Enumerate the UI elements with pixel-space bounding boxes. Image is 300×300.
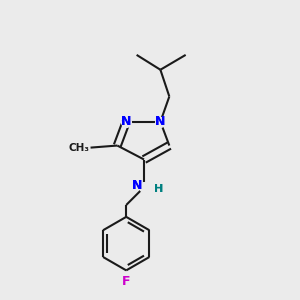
Text: H: H xyxy=(154,184,163,194)
Text: N: N xyxy=(155,115,166,128)
Text: H: H xyxy=(154,184,163,194)
Text: N: N xyxy=(155,115,166,128)
Text: CH₃: CH₃ xyxy=(68,142,89,153)
Text: N: N xyxy=(121,115,131,128)
Text: N: N xyxy=(132,179,142,192)
Text: N: N xyxy=(132,179,142,192)
Text: N: N xyxy=(121,115,131,128)
Text: F: F xyxy=(122,275,130,288)
